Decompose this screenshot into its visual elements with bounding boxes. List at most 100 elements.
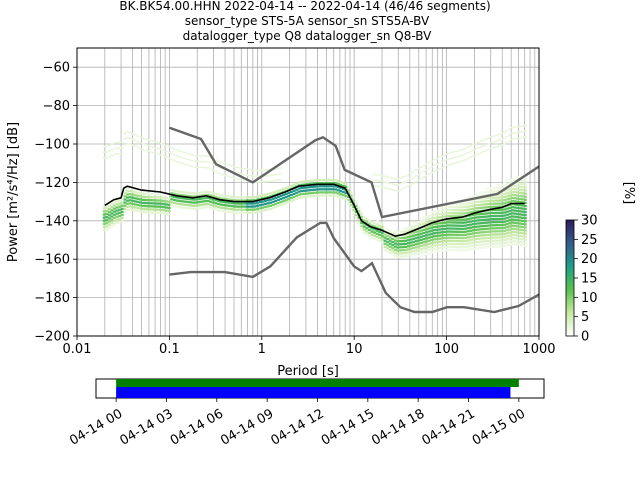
- heatmap-cell: [396, 246, 400, 249]
- heatmap-cell: [365, 227, 369, 230]
- heatmap-cell: [214, 205, 218, 208]
- heatmap-cell: [110, 221, 114, 224]
- heatmap-cell: [263, 169, 267, 171]
- heatmap-cell: [113, 207, 116, 210]
- heatmap-cell: [510, 221, 514, 224]
- heatmap-cell: [466, 230, 470, 233]
- heatmap-cell: [373, 185, 376, 187]
- heatmap-cell: [521, 235, 525, 238]
- heatmap-cell: [276, 167, 280, 170]
- heatmap-cell: [360, 224, 363, 228]
- heatmap-cell: [391, 244, 395, 247]
- heatmap-cell: [430, 217, 434, 220]
- heatmap-cell: [396, 240, 400, 243]
- heatmap-cell: [440, 215, 444, 219]
- heatmap-cell: [334, 194, 337, 197]
- heatmap-cell: [482, 145, 485, 147]
- heatmap-cell: [513, 230, 517, 234]
- heatmap-cell: [136, 140, 140, 143]
- plot-frame: [76, 47, 540, 337]
- heatmap-cell: [131, 202, 135, 206]
- heatmap-cell: [152, 196, 155, 199]
- heatmap-cell: [461, 206, 465, 209]
- x-tick-label: 0.01: [63, 342, 92, 357]
- heatmap-cell: [484, 230, 488, 234]
- heatmap-cell: [513, 227, 517, 231]
- heatmap-cell: [232, 177, 236, 179]
- heatmap-cell: [523, 214, 527, 217]
- heatmap-cell: [521, 136, 524, 139]
- heatmap-cell: [503, 183, 506, 186]
- heatmap-cell: [474, 153, 478, 156]
- heatmap-cell: [378, 236, 382, 240]
- heatmap-cell: [490, 242, 493, 245]
- heatmap-cell: [503, 199, 506, 202]
- heatmap-cell: [172, 148, 176, 150]
- heatmap-cell: [336, 192, 340, 195]
- heatmap-cell: [456, 236, 460, 240]
- heatmap-cell: [367, 231, 371, 235]
- heatmap-cell: [149, 145, 153, 148]
- heatmap-cell: [110, 149, 114, 151]
- heatmap-cell: [492, 205, 496, 208]
- heatmap-cell: [417, 167, 420, 170]
- heatmap-cell: [435, 237, 439, 241]
- heatmap-cell: [430, 214, 434, 217]
- heatmap-cell: [440, 161, 444, 163]
- heatmap-cell: [276, 201, 280, 205]
- heatmap-cell: [521, 173, 525, 176]
- heatmap-cell: [419, 254, 423, 257]
- heatmap-cell: [513, 137, 517, 140]
- heatmap-cell: [110, 224, 114, 227]
- heatmap-cell: [461, 154, 465, 156]
- heatmap-cell: [214, 202, 218, 205]
- heatmap-cell: [474, 216, 478, 219]
- heatmap-cell: [175, 155, 179, 157]
- heatmap-cell: [110, 218, 114, 221]
- heatmap-cell: [344, 191, 348, 195]
- heatmap-cell: [308, 192, 311, 195]
- heatmap-cell: [172, 198, 176, 202]
- heatmap-cell: [438, 246, 441, 250]
- heatmap-cell: [412, 222, 415, 225]
- heatmap-cell: [521, 216, 525, 219]
- heatmap-cell: [471, 213, 475, 217]
- heatmap-cell: [492, 187, 496, 190]
- heatmap-cell: [419, 177, 423, 180]
- heatmap-cell: [508, 234, 512, 237]
- heatmap-cell: [188, 159, 192, 161]
- heatmap-cell: [508, 216, 512, 219]
- heatmap-cell: [516, 182, 519, 185]
- heatmap-cell: [310, 191, 314, 195]
- heatmap-cell: [508, 222, 512, 225]
- heatmap-cell: [401, 176, 405, 178]
- heatmap-cell: [284, 199, 288, 202]
- heatmap-cell: [399, 249, 402, 252]
- heatmap-cell: [123, 189, 127, 192]
- heatmap-cell: [146, 195, 150, 199]
- heatmap-cell: [422, 164, 426, 167]
- heatmap-cell: [451, 224, 454, 227]
- heatmap-cell: [406, 238, 410, 242]
- heatmap-cell: [149, 192, 153, 196]
- heatmap-cell: [175, 149, 179, 151]
- heatmap-cell: [126, 208, 129, 212]
- heatmap-cell: [295, 191, 298, 194]
- heatmap-cell: [222, 210, 226, 213]
- heatmap-cell: [193, 207, 197, 210]
- heatmap-cell: [120, 198, 124, 201]
- heatmap-cell: [487, 242, 491, 246]
- heatmap-cell: [492, 202, 496, 205]
- heatmap-cell: [178, 199, 181, 203]
- heatmap-cell: [523, 220, 527, 223]
- heatmap-cell: [438, 249, 441, 253]
- heatmap-cell: [458, 149, 462, 151]
- heatmap-cells: [102, 124, 527, 259]
- heatmap-cell: [513, 221, 517, 225]
- heatmap-cell: [443, 233, 447, 237]
- heatmap-cell: [253, 205, 257, 208]
- heatmap-cell: [113, 153, 116, 156]
- heatmap-cell: [250, 205, 254, 208]
